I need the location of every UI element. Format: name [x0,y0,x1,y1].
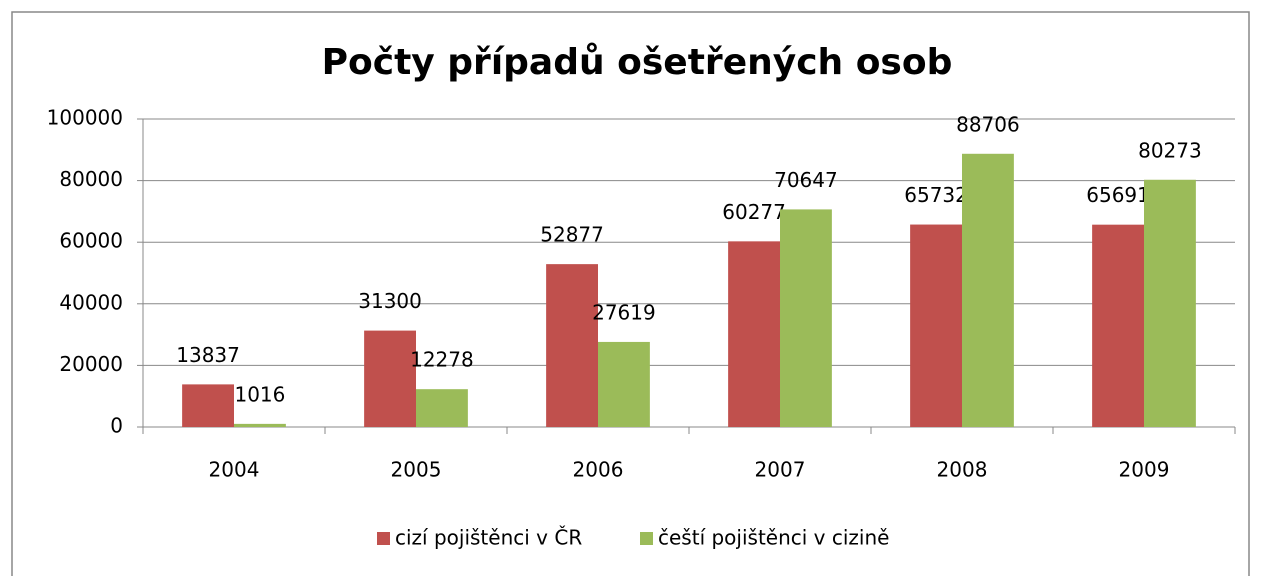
legend-label: cizí pojištěnci v ČR [395,526,582,550]
data-label: 52877 [540,223,604,247]
legend-swatch [377,532,390,545]
bar [416,389,468,427]
chart-frame [11,11,1250,580]
bar [1092,224,1144,427]
data-label: 60277 [722,200,786,224]
x-tick-label: 2008 [937,458,988,482]
bar [728,241,780,427]
chart-title: Počty případů ošetřených osob [322,42,953,83]
y-tick-label: 80000 [59,167,123,191]
data-label: 88706 [956,112,1020,136]
data-label: 65732 [904,183,968,207]
bar [546,264,598,427]
y-tick-label: 0 [110,414,123,438]
y-tick-label: 40000 [59,290,123,314]
legend-swatch [640,532,653,545]
data-label: 31300 [358,289,422,313]
bar [234,423,286,427]
data-label: 12278 [410,348,474,372]
data-label: 70647 [774,168,838,192]
x-tick-label: 2006 [573,458,624,482]
y-tick-label: 100000 [47,106,123,130]
x-tick-label: 2005 [391,458,442,482]
data-label: 13837 [176,343,240,367]
bar [910,224,962,427]
bar [780,209,832,427]
data-label: 65691 [1086,183,1150,207]
bar [1144,179,1196,427]
data-label: 27619 [592,300,656,324]
data-label: 80273 [1138,138,1202,162]
x-tick-label: 2004 [209,458,260,482]
bar [364,330,416,427]
y-tick-label: 60000 [59,229,123,253]
legend-label: čeští pojištěnci v cizině [658,526,889,550]
x-tick-label: 2007 [755,458,806,482]
bar [962,153,1014,427]
bar [598,341,650,427]
bar [182,384,234,427]
y-tick-label: 20000 [59,352,123,376]
data-label: 1016 [234,382,285,406]
x-tick-label: 2009 [1119,458,1170,482]
